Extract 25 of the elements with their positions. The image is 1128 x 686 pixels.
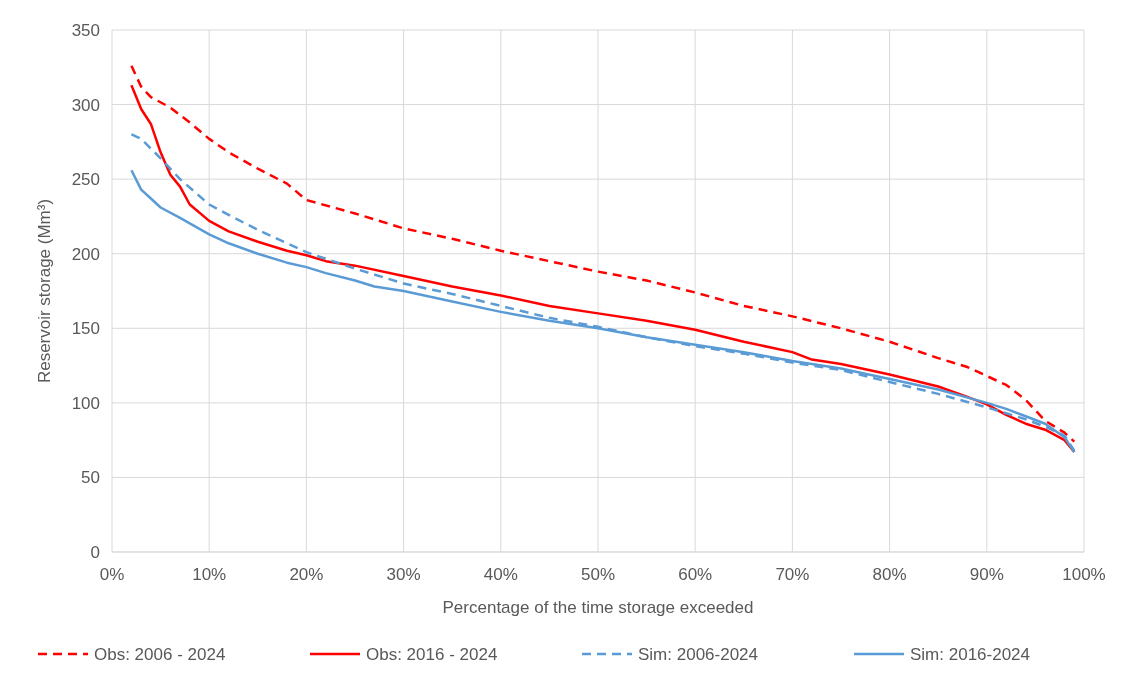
legend-label: Obs: 2006 - 2024: [94, 644, 226, 664]
y-tick-label: 50: [81, 468, 100, 488]
x-tick-label: 100%: [1062, 565, 1106, 584]
x-tick-label: 90%: [969, 565, 1004, 584]
legend-label: Obs: 2016 - 2024: [366, 644, 498, 664]
y-axis-title: Reservoir storage (Mm³): [35, 198, 54, 384]
x-axis-title: Percentage of the time storage exceeded: [442, 598, 754, 617]
x-tick-label: 30%: [386, 565, 421, 584]
legend-label: Sim: 2016-2024: [910, 644, 1031, 664]
y-tick-label: 150: [71, 319, 100, 339]
y-tick-label: 100: [71, 393, 100, 413]
y-tick-label: 350: [71, 20, 100, 40]
y-tick-label: 0: [90, 542, 100, 562]
x-tick-label: 80%: [872, 565, 907, 584]
x-tick-label: 40%: [483, 565, 518, 584]
x-tick-label: 60%: [678, 565, 713, 584]
x-tick-label: 50%: [580, 565, 616, 584]
legend-label: Sim: 2006-2024: [638, 644, 759, 664]
x-tick-label: 70%: [775, 565, 810, 584]
x-tick-label: 0%: [99, 565, 125, 584]
y-tick-label: 250: [71, 170, 100, 190]
x-tick-label: 10%: [192, 565, 227, 584]
y-tick-label: 200: [71, 244, 100, 264]
x-tick-label: 20%: [289, 565, 324, 584]
y-tick-label: 300: [71, 95, 100, 115]
